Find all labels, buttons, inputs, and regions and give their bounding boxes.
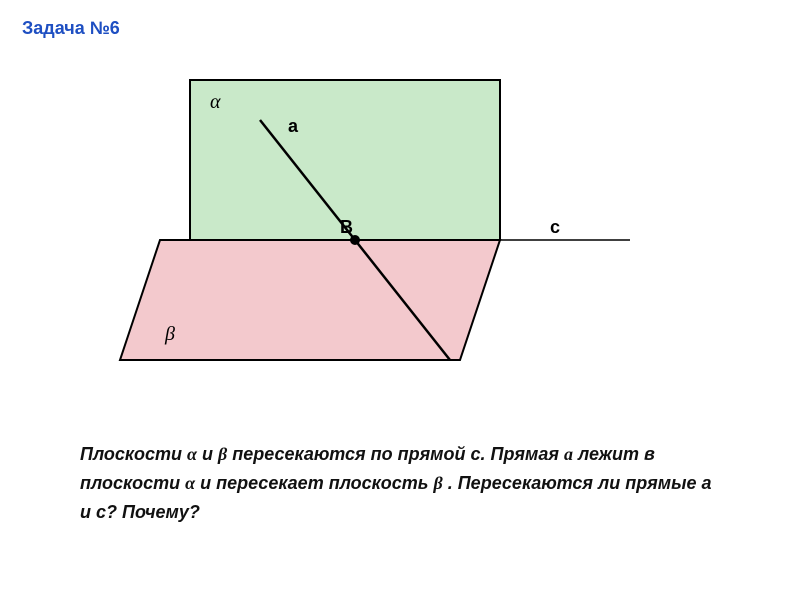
geometry-diagram: α β a B c: [70, 60, 650, 380]
q-beta-1: β: [218, 444, 227, 464]
q-part5: и пересекает плоскость: [200, 473, 433, 493]
problem-title: Задача №6: [22, 18, 120, 39]
q-a-italic: a: [564, 444, 573, 464]
q-part2: и: [202, 444, 218, 464]
q-alpha-1: α: [187, 444, 197, 464]
q-part1: Плоскости: [80, 444, 187, 464]
label-point-b: B: [340, 217, 353, 237]
problem-text: Плоскости α и β пересекаются по прямой с…: [80, 440, 720, 526]
label-c: c: [550, 217, 560, 237]
label-alpha: α: [210, 91, 221, 113]
plane-beta: [120, 240, 500, 360]
label-a: a: [288, 116, 299, 136]
q-part3: пересекаются по прямой с. Прямая: [232, 444, 564, 464]
q-beta-2: β: [433, 473, 442, 493]
label-beta: β: [164, 323, 175, 345]
q-alpha-2: α: [185, 473, 195, 493]
plane-alpha: [190, 80, 500, 240]
